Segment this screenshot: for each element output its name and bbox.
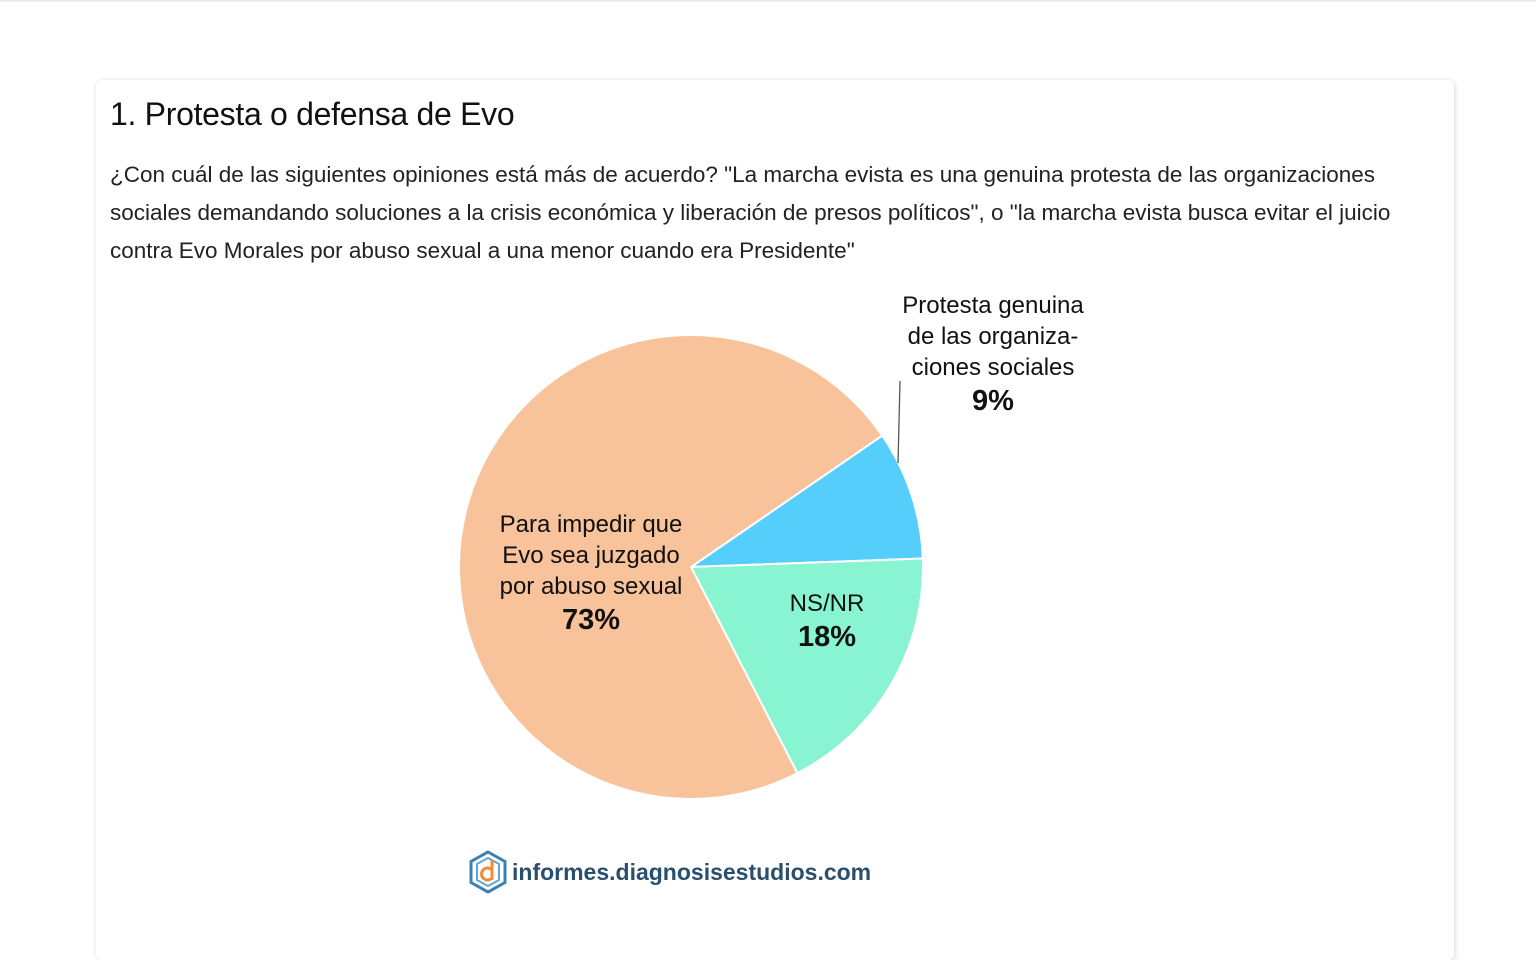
brand-link[interactable]: informes.diagnosisestudios.com	[512, 858, 872, 885]
slice-value-0: 9%	[972, 385, 1014, 417]
question-text: ¿Con cuál de las siguientes opiniones es…	[110, 162, 1391, 263]
page-title: 1. Protesta o defensa de Evo	[110, 96, 515, 132]
brand-footer[interactable]: informes.diagnosisestudios.com	[468, 850, 871, 894]
leader-line-0	[897, 380, 901, 464]
pie-slice-0	[687, 434, 924, 569]
slice-label-2: Para impedir que Evo sea juzgado por abuso…	[500, 511, 683, 636]
pie-slice-2	[458, 334, 884, 800]
survey-card: 1. Protesta o defensa de Evo ¿Con cuál d…	[96, 80, 1454, 960]
slice-label-0: Protesta genuina de las organiza-ciones s…	[902, 292, 1084, 417]
pie-chart: Protesta genuina de las organiza-ciones s…	[458, 292, 1084, 800]
slice-value-1: 18%	[798, 621, 856, 653]
pie-slice-1	[689, 557, 924, 775]
slice-label-1: NS/NR 18%	[790, 590, 865, 653]
top-divider	[0, 0, 1536, 2]
slice-value-2: 73%	[562, 604, 620, 636]
brand-logo-icon	[469, 850, 507, 894]
